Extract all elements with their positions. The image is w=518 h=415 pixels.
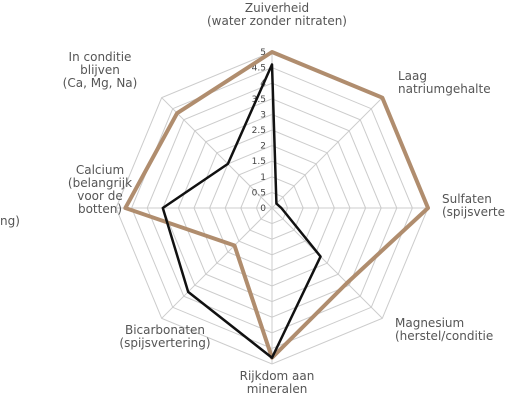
r-tick-label: 0.5	[252, 188, 266, 198]
axis-label: (Ca, Mg, Na)	[63, 76, 138, 90]
axis-label: (spijsvertering)	[119, 336, 210, 350]
r-tick-label: 2.5	[252, 126, 266, 136]
r-tick-label: 4.5	[252, 64, 266, 74]
r-tick-label: 3	[260, 110, 266, 120]
axis-label: (water zonder nitraten)	[207, 14, 347, 28]
axis-label: Calcium	[76, 163, 124, 177]
axis-label: mineralen	[247, 382, 308, 396]
axis-label: Rijkdom aan	[240, 369, 315, 383]
axis-label: (belangrijk	[68, 176, 132, 190]
annotation: ng)	[0, 214, 20, 228]
axis-label: (herstel/conditie	[395, 329, 493, 343]
axis-label: voor de	[77, 189, 123, 203]
r-tick-label: 1	[260, 173, 266, 183]
spoke	[161, 207, 273, 319]
spoke	[161, 97, 273, 209]
axis-label: Sulfaten	[442, 192, 492, 206]
r-tick-label: 3.5	[252, 95, 266, 105]
r-tick-label: 1.5	[252, 157, 266, 167]
axis-label: In conditie	[69, 50, 132, 64]
axis-label: botten)	[78, 202, 122, 216]
spoke	[271, 207, 383, 319]
axis-label: Bicarbonaten	[125, 323, 205, 337]
series-line	[161, 63, 322, 360]
r-tick-label: 5	[260, 48, 266, 58]
axis-label: Laag	[398, 69, 427, 83]
r-tick-label: 2	[260, 142, 266, 152]
r-tick-label: 0	[260, 204, 266, 214]
axis-label: blijven	[80, 63, 120, 77]
axis-label: natriumgehalte	[398, 82, 491, 96]
axis-label: Zuiverheid	[245, 1, 309, 15]
axis-label: Magnesium	[395, 316, 464, 330]
spoke	[271, 97, 383, 209]
axis-label: (spijsverte	[442, 205, 505, 219]
